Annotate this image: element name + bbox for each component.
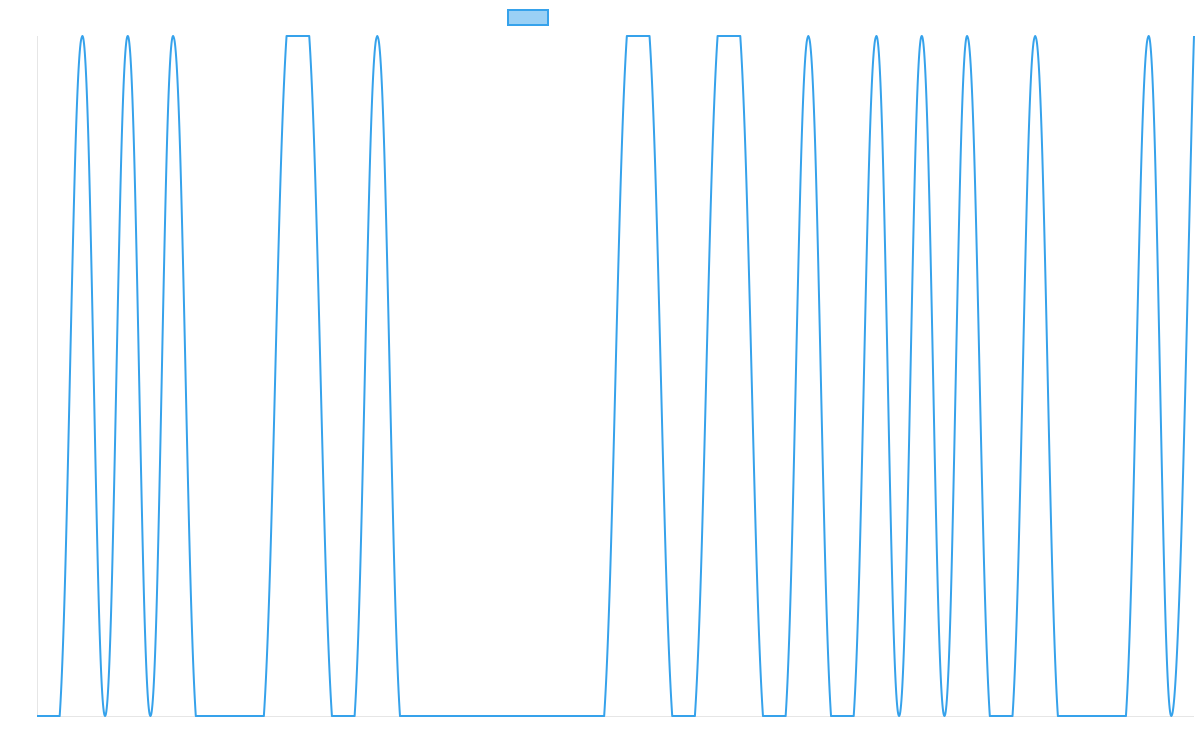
series-layer [37,35,1195,717]
legend[interactable] [507,9,549,26]
legend-swatch[interactable] [507,9,549,26]
series-line [37,35,1195,717]
